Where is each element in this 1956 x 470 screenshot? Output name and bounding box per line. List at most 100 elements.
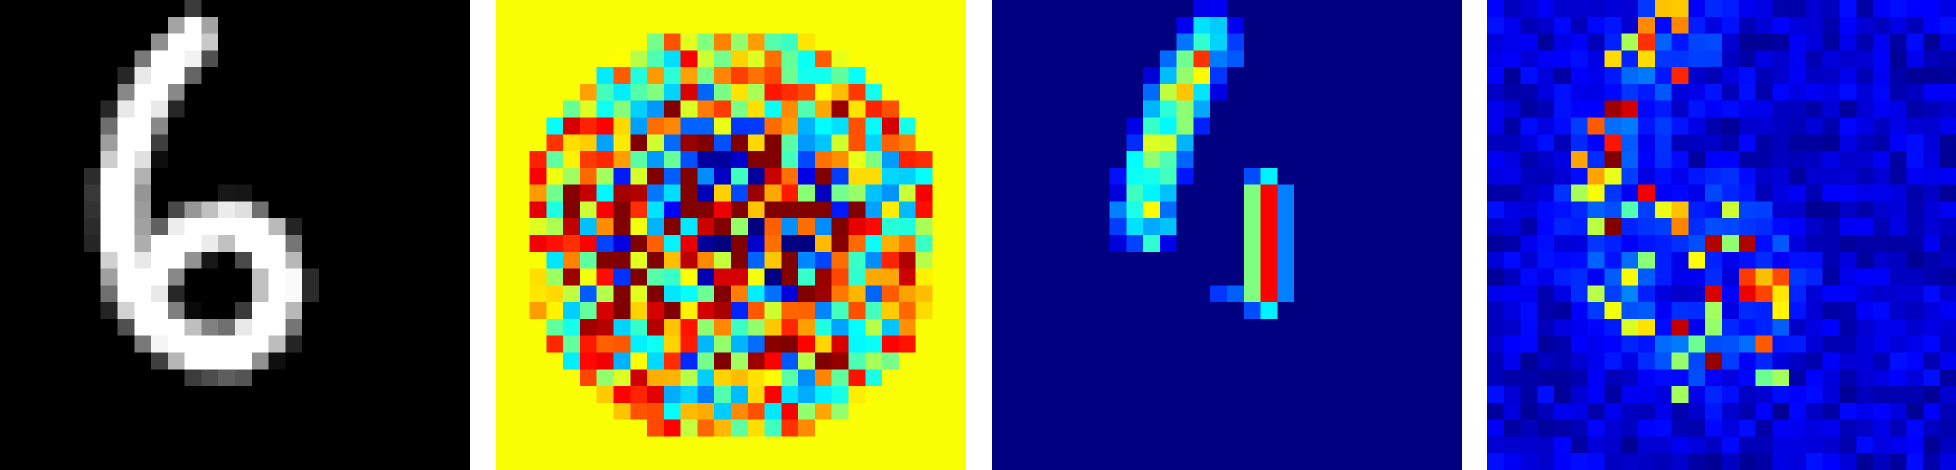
- heatmap-cell: [1772, 185, 1789, 202]
- heatmap-cell: [1756, 101, 1773, 118]
- heatmap-cell: [681, 185, 698, 202]
- heatmap-cell: [1395, 386, 1412, 403]
- heatmap-cell: [269, 353, 286, 370]
- heatmap-cell: [1705, 118, 1722, 135]
- heatmap-cell: [0, 269, 17, 286]
- heatmap-cell: [1294, 420, 1311, 437]
- heatmap-cell: [899, 386, 916, 403]
- heatmap-cell: [1923, 302, 1940, 319]
- heatmap-cell: [1621, 84, 1638, 101]
- heatmap-cell: [815, 50, 832, 67]
- heatmap-cell: [1890, 17, 1907, 34]
- heatmap-cell: [118, 67, 135, 84]
- heatmap-cell: [1009, 235, 1026, 252]
- heatmap-cell: [0, 235, 17, 252]
- heatmap-cell: [1110, 201, 1127, 218]
- heatmap-cell: [252, 386, 269, 403]
- heatmap-cell: [1521, 319, 1538, 336]
- heatmap-cell: [1907, 319, 1924, 336]
- heatmap-cell: [134, 84, 151, 101]
- heatmap-cell: [67, 0, 84, 17]
- heatmap-cell: [614, 101, 631, 118]
- heatmap-cell: [597, 34, 614, 51]
- heatmap-cell: [201, 168, 218, 185]
- heatmap-cell: [546, 101, 563, 118]
- heatmap-cell: [1143, 218, 1160, 235]
- heatmap-cell: [647, 168, 664, 185]
- heatmap-cell: [50, 403, 67, 420]
- heatmap-cell: [1940, 369, 1956, 386]
- heatmap-cell: [1395, 420, 1412, 437]
- heatmap-cell: [949, 336, 966, 353]
- heatmap-cell: [513, 386, 530, 403]
- heatmap-cell: [84, 151, 101, 168]
- heatmap-cell: [1940, 50, 1956, 67]
- heatmap-cell: [319, 17, 336, 34]
- heatmap-cell: [664, 134, 681, 151]
- heatmap-cell: [647, 403, 664, 420]
- heatmap-cell: [34, 201, 51, 218]
- heatmap-cell: [1361, 403, 1378, 420]
- heatmap-cell: [849, 319, 866, 336]
- heatmap-cell: [1907, 101, 1924, 118]
- heatmap-cell: [151, 403, 168, 420]
- heatmap-cell: [1605, 319, 1622, 336]
- heatmap-cell: [1722, 50, 1739, 67]
- heatmap-cell: [0, 101, 17, 118]
- heatmap-cell: [815, 201, 832, 218]
- heatmap-cell: [1487, 453, 1504, 470]
- heatmap-cell: [1244, 185, 1261, 202]
- heatmap-cell: [353, 168, 370, 185]
- heatmap-cell: [992, 118, 1009, 135]
- heatmap-cell: [1487, 302, 1504, 319]
- heatmap-cell: [496, 67, 513, 84]
- heatmap-cell: [185, 235, 202, 252]
- heatmap-cell: [1026, 386, 1043, 403]
- heatmap-cell: [1739, 118, 1756, 135]
- heatmap-cell: [882, 84, 899, 101]
- heatmap-cell: [882, 0, 899, 17]
- heatmap-cell: [218, 386, 235, 403]
- heatmap-cell: [1907, 50, 1924, 67]
- heatmap-cell: [1160, 353, 1177, 370]
- heatmap-cell: [453, 269, 470, 286]
- heatmap-cell: [319, 353, 336, 370]
- heatmap-cell: [1554, 420, 1571, 437]
- heatmap-cell: [1756, 0, 1773, 17]
- heatmap-cell: [597, 134, 614, 151]
- heatmap-cell: [436, 0, 453, 17]
- heatmap-cell: [1361, 134, 1378, 151]
- heatmap-cell: [1244, 134, 1261, 151]
- heatmap-cell: [0, 168, 17, 185]
- heatmap-cell: [714, 0, 731, 17]
- heatmap-cell: [1688, 369, 1705, 386]
- heatmap-cell: [285, 403, 302, 420]
- heatmap-cell: [1756, 218, 1773, 235]
- heatmap-cell: [1756, 302, 1773, 319]
- heatmap-cell: [1210, 353, 1227, 370]
- heatmap-cell: [420, 0, 437, 17]
- heatmap-cell: [1739, 34, 1756, 51]
- heatmap-cell: [1244, 420, 1261, 437]
- heatmap-cell: [681, 201, 698, 218]
- heatmap-cell: [1688, 285, 1705, 302]
- heatmap-cell: [1361, 168, 1378, 185]
- heatmap-cell: [1009, 252, 1026, 269]
- heatmap-cell: [530, 353, 547, 370]
- heatmap-cell: [1143, 67, 1160, 84]
- heatmap-cell: [1789, 353, 1806, 370]
- heatmap-cell: [1789, 269, 1806, 286]
- heatmap-cell: [1940, 168, 1956, 185]
- heatmap-cell: [369, 436, 386, 453]
- heatmap-cell: [34, 403, 51, 420]
- heatmap-cell: [1638, 285, 1655, 302]
- heatmap-cell: [1739, 269, 1756, 286]
- heatmap-cell: [302, 218, 319, 235]
- heatmap-cell: [1412, 252, 1429, 269]
- heatmap-cell: [1177, 269, 1194, 286]
- heatmap-cell: [1026, 319, 1043, 336]
- heatmap-cell: [865, 134, 882, 151]
- heatmap-cell: [336, 403, 353, 420]
- heatmap-cell: [765, 17, 782, 34]
- heatmap-cell: [1705, 369, 1722, 386]
